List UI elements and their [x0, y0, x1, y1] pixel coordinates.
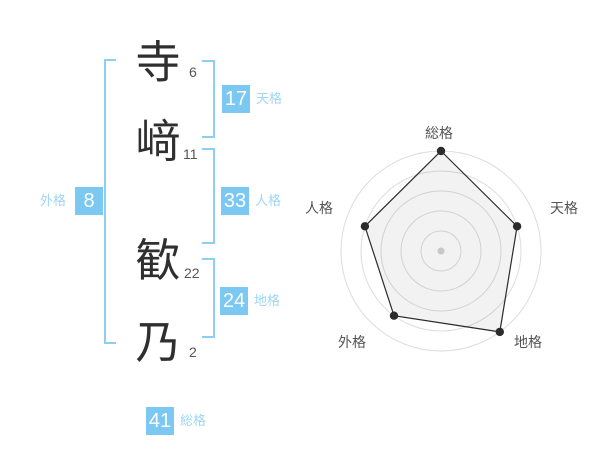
- radar-axis-label: 地格: [514, 334, 542, 350]
- name-char-3: 歓: [135, 235, 181, 286]
- stroke-count-2: 11: [183, 146, 198, 162]
- tenkaku-label: 天格: [256, 91, 283, 106]
- radar-grid-ring: [400, 210, 482, 292]
- soukaku-label: 総格: [180, 413, 207, 428]
- radar-axis-label: 外格: [338, 334, 366, 350]
- name-char-4: 乃: [135, 317, 181, 368]
- radar-axis-label: 人格: [305, 200, 333, 216]
- name-char-1: 寺: [135, 37, 181, 88]
- radar-data-point: [389, 311, 399, 320]
- radar-center-dot: [437, 247, 445, 255]
- radar-data-point: [495, 327, 504, 337]
- stroke-count-4: 2: [189, 344, 197, 360]
- gaikaku-bracket: [104, 59, 116, 344]
- jinkaku-label: 人格: [255, 193, 282, 208]
- chikaku-value-box: 24: [220, 287, 248, 315]
- radar-grid-ring: [380, 190, 502, 312]
- radar-axis-label: 天格: [550, 200, 578, 216]
- name-char-2: 﨑: [135, 116, 181, 167]
- radar-data-polygon: [364, 150, 518, 333]
- jinkaku-value-box: 33: [221, 187, 249, 215]
- radar-data-point: [512, 222, 522, 231]
- soukaku-value-box: 41: [146, 407, 174, 435]
- radar-data-point: [436, 146, 446, 156]
- chikaku-bracket: [202, 258, 215, 338]
- gaikaku-label: 外格: [40, 193, 67, 208]
- radar-grid-ring: [360, 170, 522, 332]
- stroke-count-1: 6: [189, 64, 197, 80]
- tenkaku-value-box: 17: [222, 85, 250, 113]
- chikaku-label: 地格: [254, 293, 281, 308]
- jinkaku-bracket: [202, 148, 215, 244]
- radar-grid-ring: [420, 230, 462, 272]
- radar-axis-label: 総格: [425, 125, 453, 141]
- stroke-count-3: 22: [184, 265, 200, 281]
- gaikaku-value-box: 8: [75, 187, 103, 215]
- tenkaku-bracket: [202, 60, 215, 138]
- radar-data-point: [360, 222, 370, 231]
